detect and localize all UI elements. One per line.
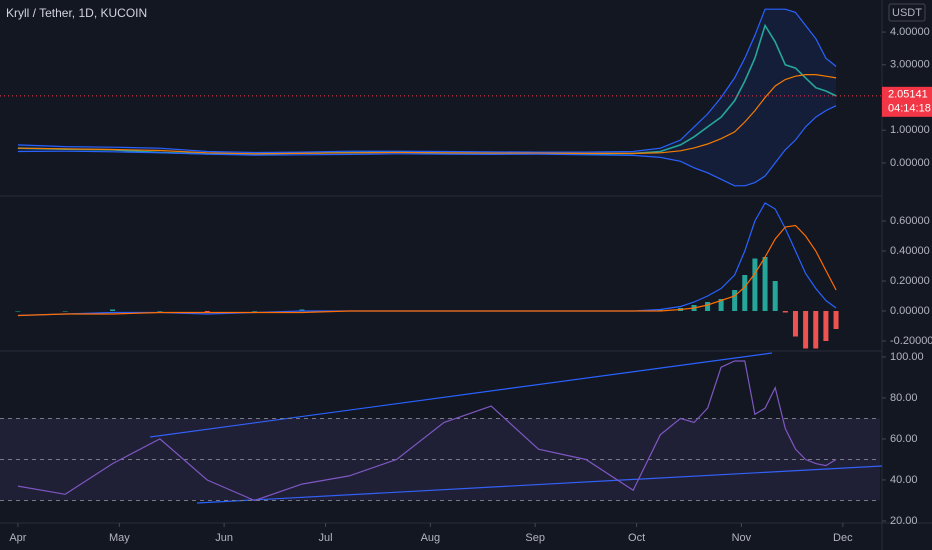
series-line [17, 74, 837, 155]
histogram-bar [15, 311, 21, 312]
band-fill [17, 9, 837, 186]
histogram-bar [252, 311, 258, 312]
histogram-bar [813, 311, 819, 349]
histogram-bar [833, 311, 839, 329]
x-tick-label: Dec [833, 532, 853, 544]
series-line [17, 360, 837, 502]
y-tick-label: 0.20000 [890, 275, 930, 287]
histogram-bar [762, 257, 768, 311]
histogram-bar [803, 311, 809, 349]
y-tick-label: 0.00000 [890, 157, 930, 169]
series-line [17, 224, 837, 317]
x-tick-label: May [109, 532, 130, 544]
y-tick-label: 4.00000 [890, 26, 930, 38]
histogram-bar [718, 299, 724, 311]
y-tick-label: 3.00000 [890, 59, 930, 71]
histogram-bar [299, 309, 305, 311]
histogram-bar [742, 275, 748, 311]
last-price-box [882, 86, 932, 117]
histogram-bar [792, 311, 798, 337]
y-tick-label: -0.20000 [890, 335, 932, 347]
last-price-label: 2.05141 [888, 89, 928, 101]
y-tick-label: 0.60000 [890, 215, 930, 227]
histogram-bar [157, 311, 163, 312]
pane: 100.00 80.00 60.00 40.00 20.00 [0, 351, 924, 527]
trend-line [196, 465, 883, 504]
series-line [17, 8, 837, 154]
currency-box [888, 3, 926, 22]
x-tick-label: Jul [319, 532, 333, 544]
y-tick-label: 60.00 [890, 433, 918, 445]
y-tick-label: 100.00 [890, 351, 924, 363]
histogram-bar [732, 290, 738, 311]
pane: 0.60000 0.40000 0.20000 0.00000 -0.20000 [15, 202, 932, 349]
series-line [17, 105, 837, 187]
histogram-bar [204, 311, 210, 313]
y-tick-label: 0.40000 [890, 245, 930, 257]
histogram-bar [823, 311, 829, 341]
histogram-bar [782, 311, 788, 313]
histogram-bar [62, 311, 68, 312]
y-tick-label: 1.00000 [890, 124, 930, 136]
x-tick-label: Sep [525, 532, 545, 544]
y-tick-label: 80.00 [890, 392, 918, 404]
y-tick-label: 0.00000 [890, 305, 930, 317]
histogram-bar [705, 302, 711, 311]
histogram-bar [110, 309, 116, 311]
x-tick-label: Nov [732, 532, 752, 544]
trend-line [149, 352, 773, 438]
x-tick-label: Apr [9, 532, 26, 544]
histogram-bar [752, 258, 758, 311]
x-tick-label: Aug [421, 532, 441, 544]
pane: 4.00000 3.00000 1.00000 0.00000 2.05141 04:14… [0, 8, 932, 187]
histogram-bar [772, 281, 778, 311]
histogram-bar [657, 309, 663, 311]
chart-title: Kryll / Tether, 1D, KUCOIN [6, 6, 147, 20]
x-tick-label: Oct [628, 532, 645, 544]
countdown-label: 04:14:18 [888, 103, 931, 115]
x-tick-label: Jun [215, 532, 233, 544]
y-tick-label: 20.00 [890, 515, 918, 527]
y-tick-label: 40.00 [890, 474, 918, 486]
currency-label: USDT [892, 7, 922, 19]
